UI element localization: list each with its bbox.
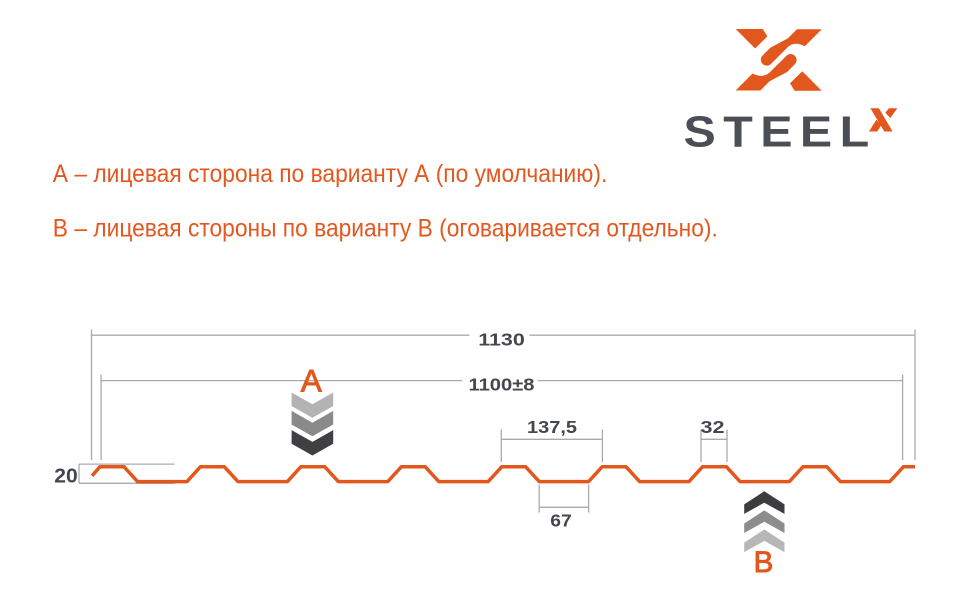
- svg-text:137,5: 137,5: [527, 417, 577, 437]
- svg-text:В: В: [754, 546, 774, 579]
- svg-text:1130: 1130: [478, 330, 525, 350]
- svg-text:А – лицевая сторона по вариант: А – лицевая сторона по варианту А (по ум…: [53, 160, 608, 188]
- svg-text:20: 20: [54, 466, 78, 488]
- svg-text:1100±8: 1100±8: [469, 375, 535, 395]
- svg-text:В – лицевая стороны по вариант: В – лицевая стороны по варианту В (огова…: [53, 214, 718, 242]
- svg-text:32: 32: [701, 417, 725, 437]
- svg-text:67: 67: [550, 511, 572, 531]
- svg-text:STEEL: STEEL: [684, 106, 877, 155]
- svg-text:А: А: [301, 362, 322, 398]
